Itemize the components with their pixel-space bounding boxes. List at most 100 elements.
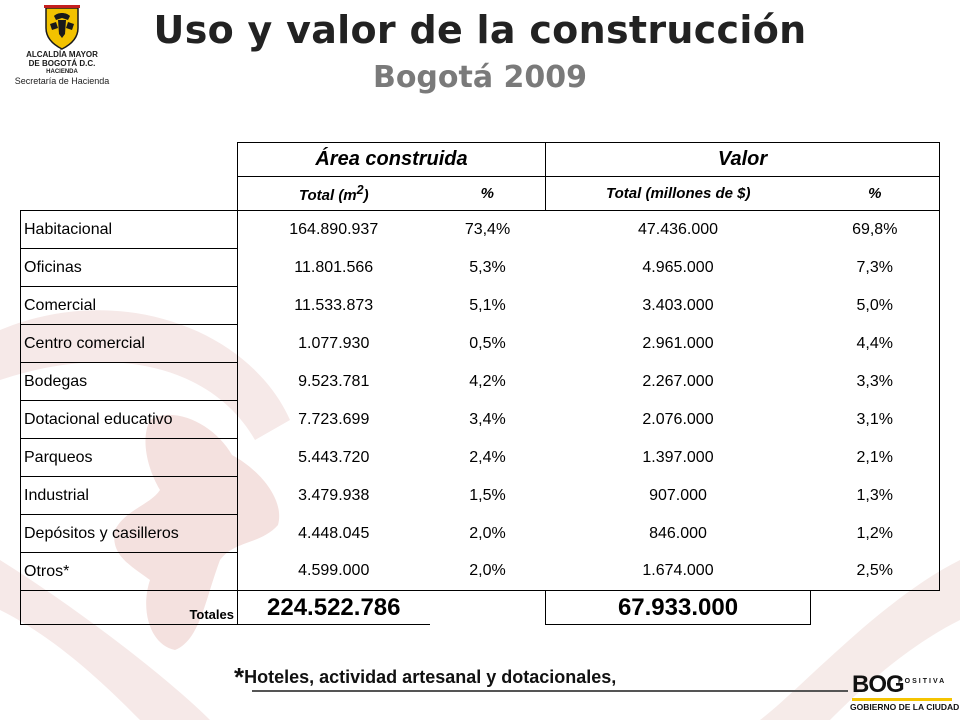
coat-of-arms-icon xyxy=(44,5,80,50)
construction-table: Área construida Valor Total (m2) % Total… xyxy=(20,142,940,625)
totals-blank-cell xyxy=(810,590,940,625)
bogota-positiva-logo: BOG POSITIVA GOBIERNO DE LA CIUDAD xyxy=(848,671,960,718)
header-blank-cell xyxy=(21,143,238,177)
row-area: 9.523.781 xyxy=(237,362,430,401)
brand-tagline-letter: V xyxy=(932,678,940,685)
row-area: 11.533.873 xyxy=(237,286,430,325)
table-row: Comercial 11.533.873 5,1% 3.403.000 5,0% xyxy=(20,286,940,325)
brand-tagline-letter: P xyxy=(898,678,905,685)
brand-tagline-letter: S xyxy=(912,678,919,685)
brand-tagline-letter: T xyxy=(922,678,930,685)
row-value-pct: 7,3% xyxy=(810,248,940,287)
footnote: *Hoteles, actividad artesanal y dotacion… xyxy=(234,662,616,693)
row-value-pct: 2,5% xyxy=(810,552,940,591)
row-value: 4.965.000 xyxy=(642,258,714,276)
row-category: Parqueos xyxy=(20,438,238,477)
row-value: 846.000 xyxy=(649,524,707,542)
row-category: Oficinas xyxy=(20,248,238,287)
row-value-pct: 3,3% xyxy=(810,362,940,401)
table-row: Depósitos y casilleros 4.448.045 2,0% 84… xyxy=(20,514,940,553)
row-value-pct: 1,3% xyxy=(810,476,940,515)
row-area-pct: 3,4% xyxy=(469,410,506,428)
row-category: Industrial xyxy=(20,476,238,515)
brand-tagline-letter: I xyxy=(918,678,923,685)
row-category: Bodegas xyxy=(20,362,238,401)
header-valor: Valor xyxy=(545,142,940,177)
row-value: 47.436.000 xyxy=(637,220,719,238)
table-row: Parqueos 5.443.720 2,4% 1.397.000 2,1% xyxy=(20,438,940,477)
row-category: Centro comercial xyxy=(20,324,238,363)
row-value: 2.961.000 xyxy=(642,334,714,352)
table-row: Centro comercial 1.077.930 0,5% 2.961.00… xyxy=(20,324,940,363)
page-subtitle: Bogotá 2009 xyxy=(372,60,588,95)
header-value-total: Total (millones de $) xyxy=(545,176,811,211)
row-area: 7.723.699 xyxy=(237,400,430,439)
row-value-pct: 4,4% xyxy=(810,324,940,363)
table-row: Dotacional educativo 7.723.699 3,4% 2.07… xyxy=(20,400,940,439)
brand-tagline-letter: O xyxy=(904,678,913,685)
row-area-pct: 2,0% xyxy=(469,524,506,542)
row-area: 4.599.000 xyxy=(237,552,430,591)
row-area: 164.890.937 xyxy=(237,210,430,249)
table-row: Bodegas 9.523.781 4,2% 2.267.000 3,3% xyxy=(20,362,940,401)
row-category: Comercial xyxy=(20,286,238,325)
row-area-pct: 4,2% xyxy=(469,372,506,390)
data-table: Área construida Valor Total (m2) % Total… xyxy=(20,142,940,625)
footer-divider xyxy=(252,690,848,692)
row-area-pct: 1,5% xyxy=(469,486,506,504)
logo-line-1: ALCALDÍA MAYOR xyxy=(26,50,98,59)
row-value-pct: 3,1% xyxy=(810,400,940,439)
row-category: Dotacional educativo xyxy=(20,400,238,439)
logo-secretaria: Secretaría de Hacienda xyxy=(14,76,110,86)
row-area: 1.077.930 xyxy=(237,324,430,363)
row-area-pct: 2,4% xyxy=(469,448,506,466)
row-value: 3.403.000 xyxy=(642,296,714,314)
row-area-pct: 73,4% xyxy=(464,220,511,238)
header-value-pct: % xyxy=(810,176,940,211)
row-area: 4.448.045 xyxy=(237,514,430,553)
totals-value: 67.933.000 xyxy=(545,590,811,625)
superscript-2: 2 xyxy=(356,183,364,197)
row-area: 5.443.720 xyxy=(237,438,430,477)
brand-name: BOG xyxy=(852,671,905,698)
table-row: Otros* 4.599.000 2,0% 1.674.000 2,5% xyxy=(20,552,940,591)
header-area-pct: % xyxy=(429,176,546,211)
row-area-pct: 5,1% xyxy=(469,296,506,314)
totals-blank-cell xyxy=(429,590,546,625)
table-sub-header-row: Total (m2) % Total (millones de $) % xyxy=(21,176,940,211)
brand-gobierno: GOBIERNO DE LA CIUDAD xyxy=(850,702,960,712)
table-row: Oficinas 11.801.566 5,3% 4.965.000 7,3% xyxy=(20,248,940,287)
row-area-pct: 0,5% xyxy=(469,334,506,352)
institution-logo: ALCALDÍA MAYOR DE BOGOTÁ D.C. HACIENDA S… xyxy=(6,4,118,92)
row-value-pct: 2,1% xyxy=(810,438,940,477)
row-area-pct: 2,0% xyxy=(469,562,506,580)
row-area: 11.801.566 xyxy=(237,248,430,287)
row-area-pct: 5,3% xyxy=(469,258,506,276)
table-group-header-row: Área construida Valor xyxy=(21,142,940,177)
row-value: 1.397.000 xyxy=(642,448,714,466)
row-value-pct: 1,2% xyxy=(810,514,940,553)
brand-tagline-letter: A xyxy=(939,678,947,685)
footnote-text: Hoteles, actividad artesanal y dotaciona… xyxy=(244,667,617,687)
header-area-construida: Área construida xyxy=(237,142,546,177)
table-row: Industrial 3.479.938 1,5% 907.000 1,3% xyxy=(20,476,940,515)
row-value: 2.076.000 xyxy=(642,410,714,428)
logo-line-3: HACIENDA xyxy=(46,69,78,75)
totals-area: 224.522.786 xyxy=(237,590,430,625)
subheader-blank-cell xyxy=(21,177,238,211)
row-value-pct: 69,8% xyxy=(810,210,940,249)
footnote-asterisk: * xyxy=(234,662,245,692)
brand-yellow-bar xyxy=(852,698,952,701)
row-value-pct: 5,0% xyxy=(810,286,940,325)
brand-tagline-letter: I xyxy=(929,678,933,685)
brand-tagline: POSITIVA xyxy=(898,678,946,686)
row-value: 907.000 xyxy=(649,486,707,504)
logo-line-2: DE BOGOTÁ D.C. xyxy=(28,59,96,68)
row-value: 2.267.000 xyxy=(642,372,714,390)
table-row: Habitacional 164.890.937 73,4% 47.436.00… xyxy=(20,210,940,249)
row-category: Otros* xyxy=(20,552,238,591)
row-category: Habitacional xyxy=(20,210,238,249)
header-area-total: Total (m2) xyxy=(237,176,430,211)
totals-row: Totales 224.522.786 67.933.000 xyxy=(20,590,940,625)
row-area: 3.479.938 xyxy=(237,476,430,515)
